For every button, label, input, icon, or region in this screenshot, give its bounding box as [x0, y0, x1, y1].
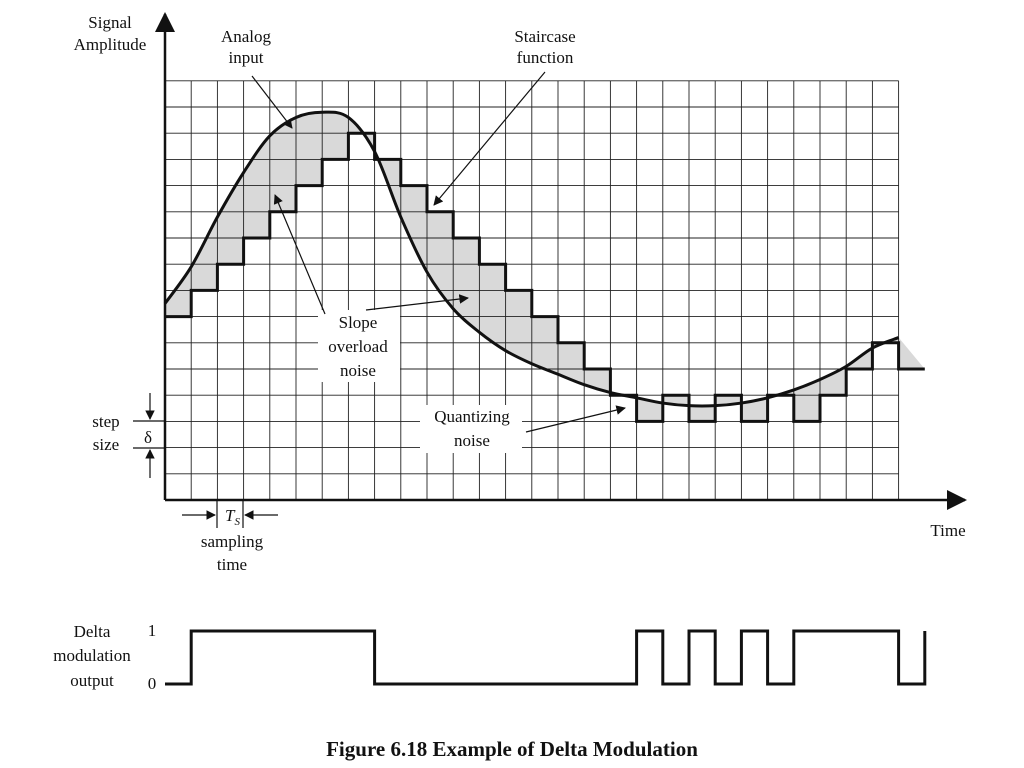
staircase-label-line1: Staircase	[514, 27, 575, 46]
quantizing-label-line2: noise	[454, 431, 490, 450]
slope-overload-label-line3: noise	[340, 361, 376, 380]
delta-symbol: δ	[144, 428, 152, 447]
y-axis-label-line1: Signal	[88, 13, 132, 32]
ts-symbol: TS	[225, 506, 240, 528]
analog-input-pointer	[251, 75, 293, 129]
output-level-low: 0	[148, 674, 157, 693]
slope-overload-label-line2: overload	[328, 337, 388, 356]
slope-overload-pointer-right	[365, 294, 469, 311]
analog-input-label-line2: input	[229, 48, 264, 67]
x-axis-label: Time	[930, 521, 965, 540]
figure-caption: Figure 6.18 Example of Delta Modulation	[326, 737, 698, 761]
output-level-high: 1	[148, 621, 157, 640]
output-label-line3: output	[70, 671, 114, 690]
analog-input-label-line1: Analog	[221, 27, 272, 46]
staircase-function	[165, 131, 925, 423]
sampling-time-label-line2: time	[217, 555, 247, 574]
slope-overload-label-line1: Slope	[339, 313, 378, 332]
staircase-pointer	[433, 71, 546, 206]
step-size-label-line1: step	[92, 412, 119, 431]
delta-modulation-output-waveform	[165, 629, 927, 686]
step-size-label-line2: size	[93, 435, 119, 454]
quantizing-pointer	[525, 405, 626, 433]
slope-overload-pointer-left	[273, 194, 326, 315]
output-label-line2: modulation	[53, 646, 131, 665]
output-label-line1: Delta	[74, 622, 111, 641]
staircase-label-line2: function	[517, 48, 574, 67]
noise-shaded-area	[165, 112, 925, 422]
quantizing-label-line1: Quantizing	[434, 407, 510, 426]
y-axis-label-line2: Amplitude	[74, 35, 147, 54]
sampling-time-label-line1: sampling	[201, 532, 264, 551]
